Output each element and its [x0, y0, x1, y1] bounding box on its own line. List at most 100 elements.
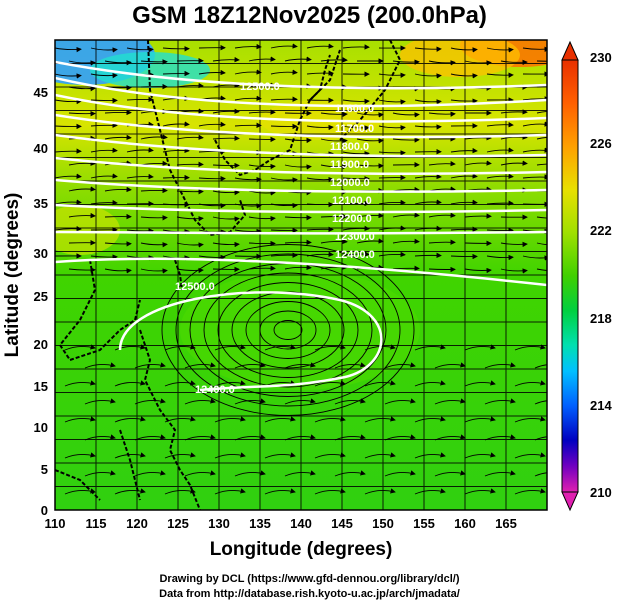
streamline [484, 434, 516, 441]
streamline [198, 121, 226, 128]
streamline [234, 203, 262, 209]
streamline [68, 110, 96, 117]
streamline [248, 240, 276, 247]
streamline [234, 398, 266, 405]
streamline [176, 267, 204, 274]
streamline [464, 452, 496, 459]
streamline [64, 344, 96, 351]
streamline [392, 112, 420, 118]
streamline [104, 134, 132, 141]
y-tick-label: 5 [41, 462, 48, 477]
streamline [486, 47, 514, 53]
streamline [500, 134, 528, 140]
streamline [320, 238, 348, 245]
y-tick-label: 30 [34, 246, 48, 261]
streamline [234, 176, 262, 183]
streamline [384, 398, 416, 405]
streamline [500, 59, 528, 66]
y-tick-label: 45 [34, 85, 48, 100]
streamline [64, 488, 96, 495]
x-tick-label: 160 [454, 516, 476, 531]
streamline [161, 244, 415, 416]
grid [55, 40, 547, 510]
streamline [140, 59, 168, 65]
streamline [486, 173, 514, 179]
streamline [334, 362, 366, 369]
streamline [314, 488, 346, 495]
streamline [248, 109, 276, 115]
streamline [264, 452, 296, 459]
streamline [126, 96, 154, 103]
streamline [414, 416, 446, 423]
streamline [342, 200, 370, 207]
y-tick-label: 40 [34, 141, 48, 156]
streamline [428, 111, 456, 117]
x-tick-label: 150 [372, 516, 394, 531]
streamline [184, 398, 216, 405]
streamline [104, 268, 132, 274]
streamline [484, 470, 516, 477]
streamline [64, 380, 96, 387]
streamline [414, 344, 446, 351]
streamline [534, 364, 547, 369]
streamline [384, 470, 416, 477]
streamline [392, 212, 420, 218]
streamline [464, 135, 492, 141]
streamline [198, 69, 226, 76]
streamline [464, 160, 492, 166]
streamline [514, 380, 546, 387]
x-tick-label: 155 [413, 516, 435, 531]
streamline [320, 111, 348, 118]
streamline [384, 362, 416, 369]
x-tick-label: 125 [167, 516, 189, 531]
streamline [162, 121, 190, 127]
streamline [140, 268, 168, 274]
streamline [90, 122, 118, 128]
streamline [68, 186, 96, 192]
streamline [536, 163, 547, 166]
streamline [55, 173, 82, 179]
streamline [164, 488, 196, 495]
streamline [176, 188, 204, 195]
streamline [450, 226, 478, 232]
x-tick-label: 165 [495, 516, 517, 531]
streamline [314, 452, 346, 459]
streamline [184, 470, 216, 477]
streamline [536, 85, 547, 88]
streamline [414, 199, 442, 205]
streamline [114, 452, 146, 459]
streamline [356, 212, 384, 219]
streamline [270, 96, 298, 102]
streamline [320, 164, 348, 170]
streamline [234, 434, 266, 441]
colorbar-tick-label: 214 [590, 398, 612, 413]
colorbar-scale [561, 59, 579, 493]
streamline [414, 488, 446, 495]
streamline [320, 213, 348, 220]
contour-label: 12400.0 [335, 249, 375, 261]
streamline [84, 362, 116, 369]
streamline [114, 416, 146, 423]
streamline [164, 344, 196, 351]
streamline [234, 122, 262, 128]
streamline [234, 228, 262, 235]
x-tick-label: 115 [86, 516, 107, 531]
streamline [284, 398, 316, 405]
streamline [428, 212, 456, 218]
streamline [500, 160, 528, 166]
streamline [126, 147, 154, 153]
y-axis-title: Latitude (degrees) [2, 193, 23, 358]
streamline [248, 163, 276, 170]
streamline [214, 416, 246, 423]
streamline [356, 112, 384, 118]
contour-label: 12000.0 [330, 177, 370, 189]
streamline [68, 85, 96, 92]
streamline [378, 72, 406, 78]
streamline [140, 134, 168, 140]
contour-label: 11700.0 [335, 123, 374, 135]
streamline [486, 72, 514, 78]
streamline [450, 199, 478, 205]
streamline [212, 82, 240, 88]
streamline [245, 301, 331, 359]
streamline [392, 59, 420, 65]
